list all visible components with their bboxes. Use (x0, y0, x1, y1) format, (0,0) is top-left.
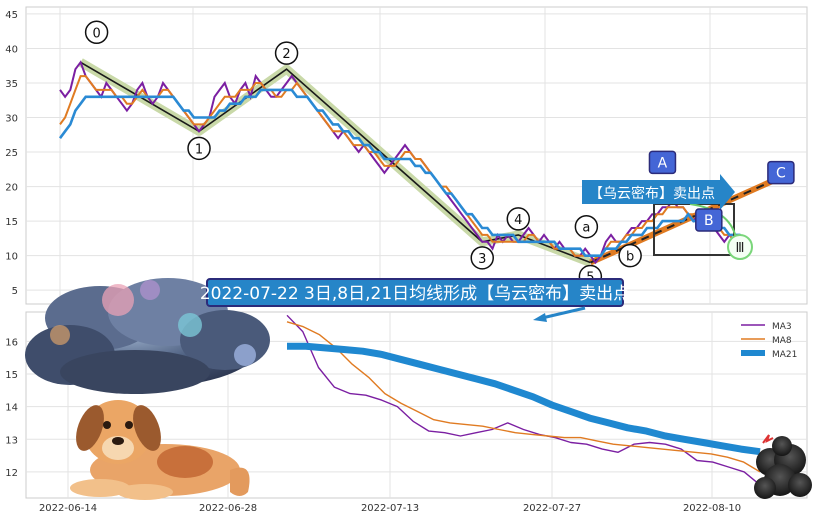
x-tick-label: 2022-07-13 (361, 503, 419, 514)
sell-signal-text: 【乌云密布】卖出点 (589, 185, 715, 202)
wave-circle-label: a (582, 221, 590, 236)
wave-circle-marker (187, 136, 211, 161)
y-tick-label: 40 (5, 44, 18, 55)
y-tick-label: 25 (5, 148, 18, 159)
lower-series-line (287, 342, 761, 456)
roman-marker-label: Ⅲ (736, 241, 745, 256)
y-tick-label: 10 (5, 252, 18, 263)
upper-series-lines (58, 60, 751, 265)
wave-box-label: A (658, 155, 668, 171)
y-tick-label: 16 (5, 337, 18, 348)
wave-circle-label: 4 (514, 213, 522, 228)
y-tick-label: 30 (5, 114, 18, 125)
wave-c-leg-dash (589, 171, 792, 264)
y-tick-label: 15 (5, 370, 18, 381)
sell-signal-banner (582, 174, 735, 210)
x-tick-label: 2022-06-14 (39, 503, 97, 514)
lower-series-lines (286, 314, 761, 486)
x-tick-label: 2022-06-28 (199, 503, 257, 514)
legend-entry: MA3 (772, 322, 792, 332)
main-signal-banner: 2022-07-22 3日,8日,21日均线形成【乌云密布】卖出点 (200, 278, 630, 322)
wave-circle-label: b (626, 250, 634, 265)
upper-series-line (58, 88, 750, 257)
y-tick-label: 45 (5, 10, 18, 21)
y-tick-label: 20 (5, 183, 18, 194)
wave-circle-label: 3 (478, 252, 486, 267)
y-tick-label: 13 (5, 435, 18, 446)
roman-marker-circle (727, 234, 753, 260)
wave-box-marker (648, 150, 677, 175)
wave-circle-marker (618, 243, 642, 268)
signal-overlays: Ⅲ 【乌云密布】卖出点 (582, 174, 753, 260)
y-tick-label: 12 (5, 468, 18, 479)
y-tick-label: 5 (12, 286, 18, 297)
upper-y-tick-labels: 5 10 15 20 25 30 35 40 45 (5, 10, 18, 297)
wave-box-marker (695, 208, 723, 232)
wave-circle-marker (84, 20, 109, 45)
small-black-cloud-illustration (754, 434, 812, 499)
wave-point-labels: 012345abABC (84, 20, 795, 289)
legend: MA3 MA8 MA21 (741, 322, 797, 360)
wave-circle-marker (274, 41, 299, 65)
x-tick-label: 2022-07-27 (523, 503, 581, 514)
wave-circle-marker (470, 246, 494, 270)
wave-circle-marker (506, 207, 531, 231)
y-tick-label: 14 (5, 403, 18, 414)
lower-series-line (286, 314, 761, 486)
wave-circle-label: 0 (92, 26, 100, 41)
legend-entry: MA8 (772, 336, 792, 346)
wave-circle-label: 1 (195, 142, 203, 157)
dog-illustration (70, 400, 250, 500)
wave-box-marker (767, 160, 795, 185)
x-tick-labels: 2022-06-14 2022-06-28 2022-07-13 2022-07-27… (39, 503, 741, 514)
legend-entry: MA21 (772, 350, 797, 360)
main-banner-text: 2022-07-22 3日,8日,21日均线形成【乌云密布】卖出点 (200, 284, 630, 304)
wave-circle-marker (574, 214, 599, 239)
y-tick-label: 15 (5, 217, 18, 228)
y-tick-label: 35 (5, 79, 18, 90)
wave-box-label: C (776, 166, 786, 182)
x-tick-label: 2022-08-10 (683, 503, 741, 514)
wave-circle-label: 2 (282, 47, 290, 62)
wave-box-label: B (704, 213, 714, 229)
lower-y-tick-labels: 12 13 14 15 16 (5, 337, 18, 479)
upper-plot-area (25, 6, 808, 305)
lower-series-line (286, 321, 761, 473)
storm-cloud-illustration (25, 278, 270, 394)
wave-line (80, 61, 591, 264)
